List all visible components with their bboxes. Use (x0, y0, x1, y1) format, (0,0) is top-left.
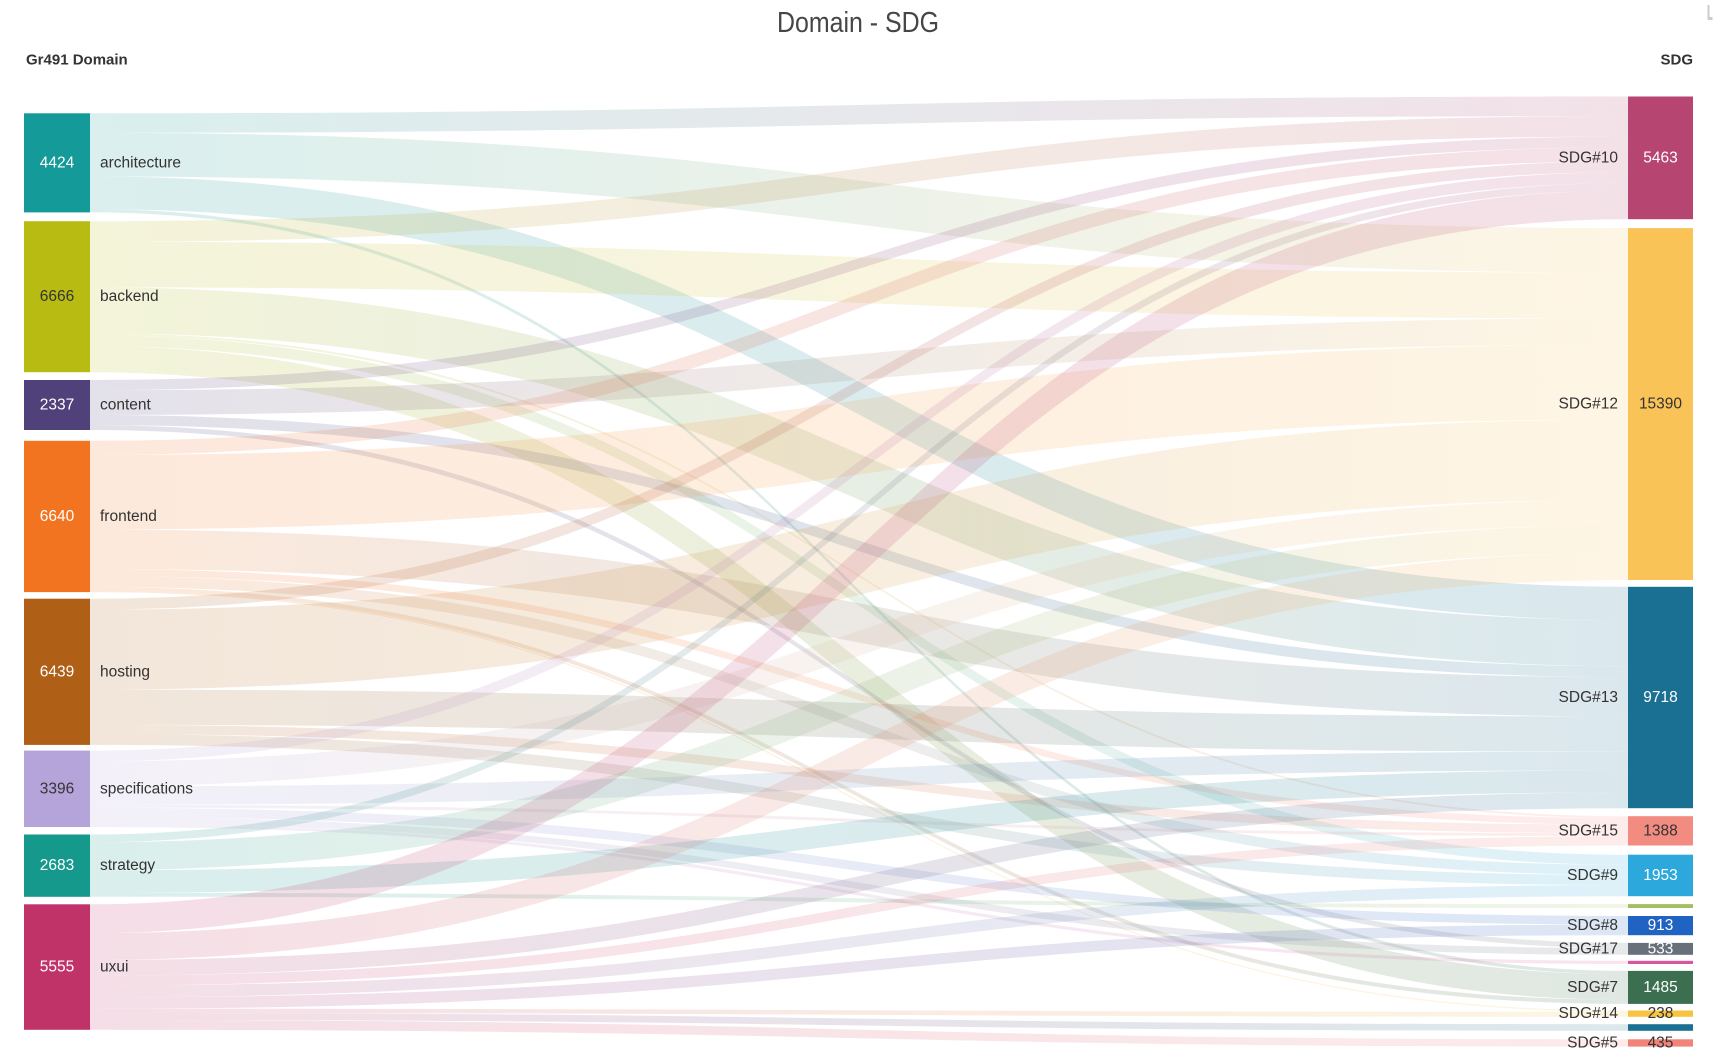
svg-text:2683: 2683 (40, 857, 74, 874)
svg-text:SDG#15: SDG#15 (1559, 822, 1618, 839)
svg-text:6640: 6640 (40, 508, 75, 525)
svg-text:SDG#9: SDG#9 (1567, 867, 1618, 884)
svg-text:strategy: strategy (100, 857, 155, 874)
svg-text:SDG#8: SDG#8 (1567, 917, 1618, 934)
svg-text:uxui: uxui (100, 959, 128, 976)
svg-text:frontend: frontend (100, 508, 157, 525)
svg-text:1388: 1388 (1643, 822, 1677, 839)
svg-text:hosting: hosting (100, 663, 150, 680)
svg-text:backend: backend (100, 288, 159, 305)
svg-text:1953: 1953 (1643, 867, 1677, 884)
svg-text:6666: 6666 (40, 288, 74, 305)
svg-text:SDG#10: SDG#10 (1559, 149, 1619, 166)
svg-text:5463: 5463 (1643, 149, 1677, 166)
svg-text:4424: 4424 (40, 154, 75, 171)
svg-text:SDG#17: SDG#17 (1559, 940, 1618, 957)
svg-text:1485: 1485 (1643, 979, 1677, 996)
svg-text:SDG#14: SDG#14 (1559, 1005, 1619, 1022)
svg-text:3396: 3396 (40, 780, 74, 797)
svg-text:533: 533 (1648, 940, 1674, 957)
svg-text:435: 435 (1648, 1034, 1674, 1051)
svg-text:SDG#13: SDG#13 (1559, 689, 1618, 706)
svg-text:9718: 9718 (1643, 689, 1677, 706)
svg-text:specifications: specifications (100, 780, 193, 797)
svg-text:Gr491 Domain: Gr491 Domain (26, 52, 128, 69)
svg-text:2337: 2337 (40, 397, 74, 414)
svg-text:SDG#12: SDG#12 (1559, 396, 1618, 413)
svg-text:15390: 15390 (1639, 396, 1682, 413)
svg-text:SDG#5: SDG#5 (1567, 1034, 1618, 1051)
svg-text:6439: 6439 (40, 663, 74, 680)
svg-text:5555: 5555 (40, 959, 74, 976)
svg-text:content: content (100, 397, 152, 414)
svg-text:913: 913 (1648, 917, 1674, 934)
svg-text:Domain - SDG: Domain - SDG (777, 7, 939, 39)
svg-text:238: 238 (1648, 1005, 1674, 1022)
svg-text:SDG: SDG (1660, 52, 1693, 69)
svg-text:architecture: architecture (100, 154, 181, 171)
svg-text:SDG#7: SDG#7 (1567, 979, 1618, 996)
